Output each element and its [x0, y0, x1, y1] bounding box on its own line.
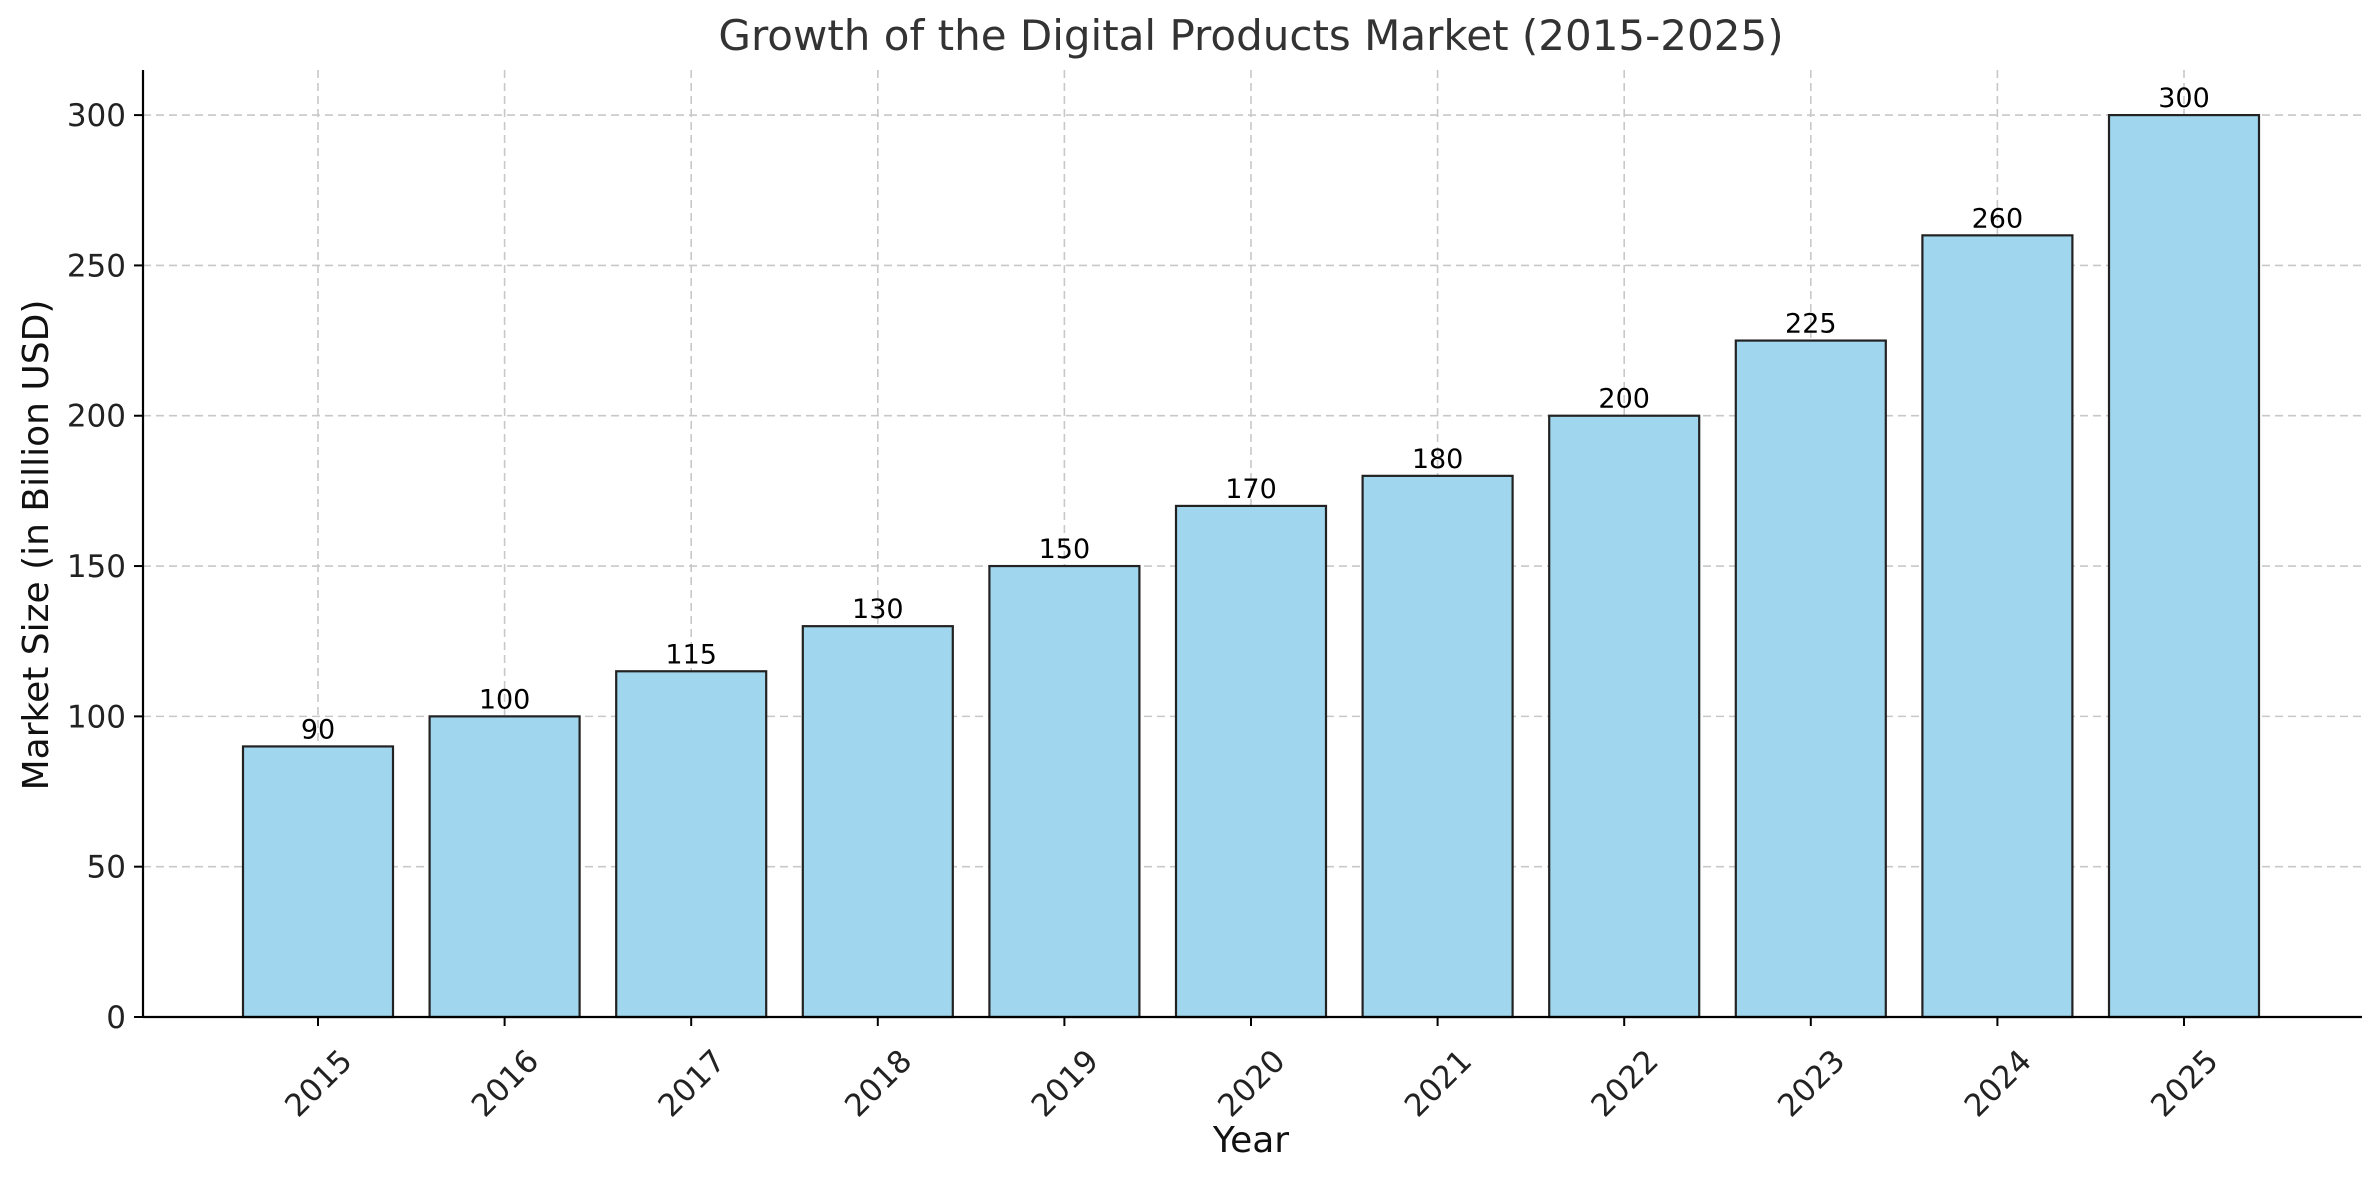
data-labels: 90 100 115 130 150 170 180 200 225 260 300 — [301, 83, 2210, 745]
data-label: 100 — [479, 684, 531, 715]
data-label: 115 — [665, 639, 717, 670]
data-label: 200 — [1598, 384, 1650, 415]
bar-2021 — [1361, 474, 1514, 1019]
bar-2024 — [1921, 234, 2074, 1019]
bar-2020 — [1174, 504, 1328, 1019]
x-tick-label: 2021 — [1398, 1043, 1479, 1124]
x-axis-label: Year — [1212, 1120, 1289, 1161]
data-label: 260 — [1972, 203, 2024, 234]
y-tick-label: 300 — [67, 98, 126, 134]
bar-2023 — [1734, 339, 1887, 1019]
y-tick-label: 100 — [67, 699, 126, 735]
bar-2022 — [1548, 414, 1701, 1019]
y-tick-label: 150 — [67, 549, 126, 585]
x-tick-label: 2025 — [2144, 1043, 2225, 1124]
y-tick-label: 50 — [87, 850, 126, 886]
data-label: 180 — [1412, 444, 1464, 475]
x-tick-label: 2016 — [465, 1043, 546, 1124]
data-label: 130 — [852, 594, 904, 625]
bars — [241, 113, 2261, 1019]
bar-2015 — [241, 745, 395, 1019]
data-label: 150 — [1039, 534, 1091, 565]
y-tick-label: 200 — [67, 399, 126, 435]
x-tick-label: 2019 — [1025, 1043, 1106, 1124]
chart-title: Growth of the Digital Products Market (2… — [718, 11, 1783, 60]
x-tick-label: 2023 — [1771, 1043, 1852, 1124]
x-tick-label: 2018 — [838, 1043, 919, 1124]
x-tick-label: 2015 — [278, 1043, 359, 1124]
x-tick-label: 2020 — [1211, 1043, 1292, 1124]
bar-2025 — [2107, 113, 2261, 1019]
data-label: 170 — [1225, 474, 1277, 505]
y-tick-label: 0 — [106, 1000, 126, 1036]
x-tick-label: 2024 — [1958, 1043, 2039, 1124]
x-tick-label: 2022 — [1584, 1043, 1665, 1124]
data-label: 90 — [301, 714, 335, 745]
data-label: 300 — [2158, 83, 2210, 114]
data-label: 225 — [1785, 309, 1837, 340]
bar-2016 — [428, 715, 581, 1019]
x-tick-label: 2017 — [651, 1043, 732, 1124]
y-axis-label: Market Size (in Billion USD) — [16, 300, 57, 791]
bar-2019 — [988, 564, 1141, 1019]
y-tick-label: 250 — [67, 248, 126, 284]
bar-2018 — [801, 625, 954, 1019]
bar-2017 — [615, 670, 768, 1019]
